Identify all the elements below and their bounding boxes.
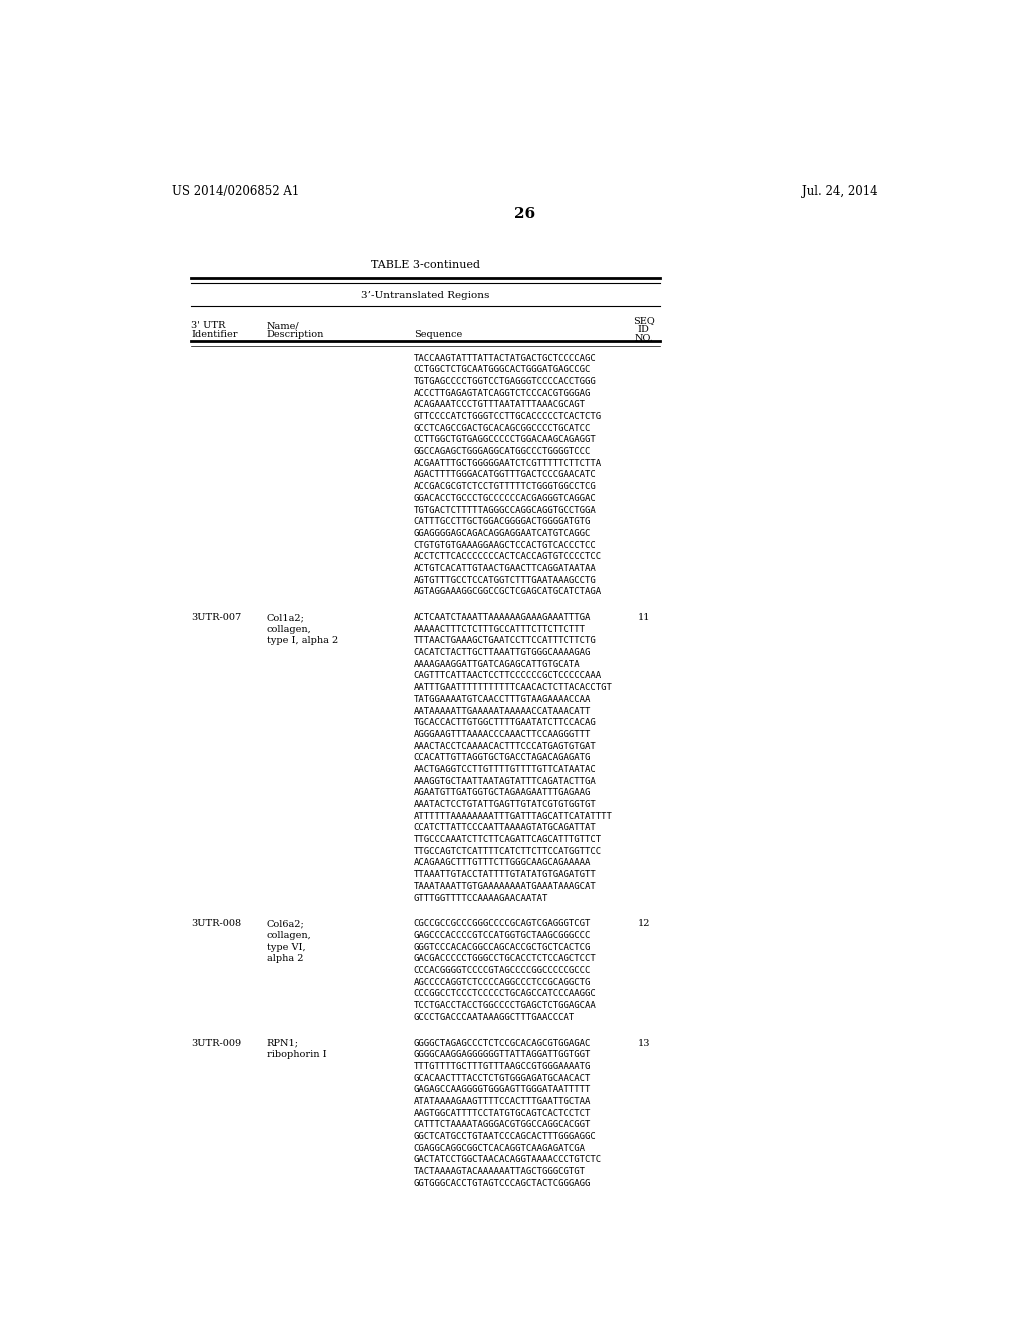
- Text: AAATACTCCTGTATTGAGTTGTATCGTGTGGTGT: AAATACTCCTGTATTGAGTTGTATCGTGTGGTGT: [414, 800, 596, 809]
- Text: AGACTTTTGGGACATGGTTTGACTCCCGAACATC: AGACTTTTGGGACATGGTTTGACTCCCGAACATC: [414, 470, 596, 479]
- Text: ID: ID: [638, 325, 650, 334]
- Text: CCACATTGTTAGGTGCTGACCTAGACAGAGATG: CCACATTGTTAGGTGCTGACCTAGACAGAGATG: [414, 754, 591, 762]
- Text: alpha 2: alpha 2: [267, 954, 303, 964]
- Text: CATTTCTAAAATAGGGACGTGGCCAGGCACGGT: CATTTCTAAAATAGGGACGTGGCCAGGCACGGT: [414, 1121, 591, 1130]
- Text: CCTGGCTCTGCAATGGGCACTGGGATGAGCCGC: CCTGGCTCTGCAATGGGCACTGGGATGAGCCGC: [414, 366, 591, 375]
- Text: RPN1;: RPN1;: [267, 1039, 299, 1048]
- Text: GCCCTGACCCAATAAAGGCTTTGAACCCAT: GCCCTGACCCAATAAAGGCTTTGAACCCAT: [414, 1012, 574, 1022]
- Text: type I, alpha 2: type I, alpha 2: [267, 636, 338, 645]
- Text: Description: Description: [267, 330, 325, 339]
- Text: TTAAATTGTACCTATTTTGTATATGTGAGATGTT: TTAAATTGTACCTATTTTGTATATGTGAGATGTT: [414, 870, 596, 879]
- Text: ACAGAAGCTTTGTTTCTTGGGCAAGCAGAAAAA: ACAGAAGCTTTGTTTCTTGGGCAAGCAGAAAAA: [414, 858, 591, 867]
- Text: TACTAAAAGTACAAAAAATTAGCTGGGCGTGT: TACTAAAAGTACAAAAAATTAGCTGGGCGTGT: [414, 1167, 586, 1176]
- Text: GCACAACTTTACCTCTGTGGGAGATGCAACACT: GCACAACTTTACCTCTGTGGGAGATGCAACACT: [414, 1073, 591, 1082]
- Text: Name/: Name/: [267, 321, 299, 330]
- Text: Identifier: Identifier: [191, 330, 238, 339]
- Text: US 2014/0206852 A1: US 2014/0206852 A1: [172, 185, 299, 198]
- Text: ACCTCTTCACCCCCCCACTCACCAGTGTCCCCTCC: ACCTCTTCACCCCCCCACTCACCAGTGTCCCCTCC: [414, 552, 602, 561]
- Text: collagen,: collagen,: [267, 931, 311, 940]
- Text: TCCTGACCTACCTGGCCCCTGAGCTCTGGAGCAA: TCCTGACCTACCTGGCCCCTGAGCTCTGGAGCAA: [414, 1001, 596, 1010]
- Text: CCCGGCCTCCCTCCCCCTGCAGCCATCCCAAGGC: CCCGGCCTCCCTCCCCCTGCAGCCATCCCAAGGC: [414, 990, 596, 998]
- Text: GGCCAGAGCTGGGAGGCATGGCCCTGGGGTCCC: GGCCAGAGCTGGGAGGCATGGCCCTGGGGTCCC: [414, 447, 591, 455]
- Text: AGGGAAGTTTAAAACCCAAACTTCCAAGGGTTT: AGGGAAGTTTAAAACCCAAACTTCCAAGGGTTT: [414, 730, 591, 739]
- Text: TTTAACTGAAAGCTGAATCCTTCCATTTCTTCTG: TTTAACTGAAAGCTGAATCCTTCCATTTCTTCTG: [414, 636, 596, 645]
- Text: AAAAACTTTCTCTTTGCCATTTCTTCTTCTTT: AAAAACTTTCTCTTTGCCATTTCTTCTTCTTT: [414, 624, 586, 634]
- Text: CCTTGGCTGTGAGGCCCCCTGGACAAGCAGAGGT: CCTTGGCTGTGAGGCCCCCTGGACAAGCAGAGGT: [414, 436, 596, 445]
- Text: CGAGGCAGGCGGCTCACAGGTCAAGAGATCGA: CGAGGCAGGCGGCTCACAGGTCAAGAGATCGA: [414, 1143, 586, 1152]
- Text: GGTGGGCACCTGTAGTCCCAGCTACTCGGGAGG: GGTGGGCACCTGTAGTCCCAGCTACTCGGGAGG: [414, 1179, 591, 1188]
- Text: TTGCCAGTCTCATTTTCATCTTCTTCCATGGTTCC: TTGCCAGTCTCATTTTCATCTTCTTCCATGGTTCC: [414, 847, 602, 855]
- Text: CACATCTACTTGCTTAAATTGTGGGCAAAAGAG: CACATCTACTTGCTTAAATTGTGGGCAAAAGAG: [414, 648, 591, 657]
- Text: type VI,: type VI,: [267, 942, 305, 952]
- Text: ACCCTTGAGAGTATCAGGTCTCCCACGTGGGAG: ACCCTTGAGAGTATCAGGTCTCCCACGTGGGAG: [414, 388, 591, 397]
- Text: TGCACCACTTGTGGCTTTTGAATATCTTCCACAG: TGCACCACTTGTGGCTTTTGAATATCTTCCACAG: [414, 718, 596, 727]
- Text: GGCTCATGCCTGTAATCCCAGCACTTTGGGAGGC: GGCTCATGCCTGTAATCCCAGCACTTTGGGAGGC: [414, 1133, 596, 1140]
- Text: TTTGTTTTGCTTTGTTTAAGCCGTGGGAAAATG: TTTGTTTTGCTTTGTTTAAGCCGTGGGAAAATG: [414, 1061, 591, 1071]
- Text: AATAAAAATTGAAAAATAAAAACCATAAACATT: AATAAAAATTGAAAAATAAAAACCATAAACATT: [414, 706, 591, 715]
- Text: 12: 12: [638, 919, 650, 928]
- Text: CATTTGCCTTGCTGGACGGGGACTGGGGATGTG: CATTTGCCTTGCTGGACGGGGACTGGGGATGTG: [414, 517, 591, 527]
- Text: 13: 13: [638, 1039, 650, 1048]
- Text: TACCAAGTATTTATTACTATGACTGCTCCCCAGC: TACCAAGTATTTATTACTATGACTGCTCCCCAGC: [414, 354, 596, 363]
- Text: GTTCCCCATCTGGGTCCTTGCACCCCCTCACTCTG: GTTCCCCATCTGGGTCCTTGCACCCCCTCACTCTG: [414, 412, 602, 421]
- Text: CCCACGGGGTCCCCGTAGCCCCGGCCCCCGCCC: CCCACGGGGTCCCCGTAGCCCCGGCCCCCGCCC: [414, 966, 591, 975]
- Text: GTTTGGTTTTCCAAAAGAACAATAT: GTTTGGTTTTCCAAAAGAACAATAT: [414, 894, 548, 903]
- Text: AAAGGTGCTAATTAATAGTATTTCAGATACTTGA: AAAGGTGCTAATTAATAGTATTTCAGATACTTGA: [414, 776, 596, 785]
- Text: GGGTCCCACACGGCCAGCACCGCTGCTCACTCG: GGGTCCCACACGGCCAGCACCGCTGCTCACTCG: [414, 942, 591, 952]
- Text: 3' UTR: 3' UTR: [191, 321, 226, 330]
- Text: collagen,: collagen,: [267, 624, 311, 634]
- Text: Jul. 24, 2014: Jul. 24, 2014: [803, 185, 878, 198]
- Text: ATTTTTTAAAAAAAATTTGATTTAGCATTCATATTTT: ATTTTTTAAAAAAAATTTGATTTAGCATTCATATTTT: [414, 812, 612, 821]
- Text: TAAATAAATTGTGAAAAAAAATGAAATAAAGCAT: TAAATAAATTGTGAAAAAAAATGAAATAAAGCAT: [414, 882, 596, 891]
- Text: ribophorin I: ribophorin I: [267, 1051, 327, 1059]
- Text: TGTGAGCCCCTGGTCCTGAGGGTCCCCACCTGGG: TGTGAGCCCCTGGTCCTGAGGGTCCCCACCTGGG: [414, 378, 596, 385]
- Text: CCATCTTATTCCCAATTAAAAGTATGCAGATTAT: CCATCTTATTCCCAATTAAAAGTATGCAGATTAT: [414, 824, 596, 833]
- Text: SEQ: SEQ: [633, 315, 654, 325]
- Text: AATTTGAATTTTTTTTTTTCAACACTCTTACACCTGT: AATTTGAATTTTTTTTTTTCAACACTCTTACACCTGT: [414, 684, 612, 692]
- Text: TTGCCCAAATCTTCTTCAGATTCAGCATTTGTTCT: TTGCCCAAATCTTCTTCAGATTCAGCATTTGTTCT: [414, 836, 602, 843]
- Text: GACTATCCTGGCTAACACAGGTAAAACCCTGTCTC: GACTATCCTGGCTAACACAGGTAAAACCCTGTCTC: [414, 1155, 602, 1164]
- Text: CAGTTTCATTAACTCCTTCCCCCCGCTCCCCCAAA: CAGTTTCATTAACTCCTTCCCCCCGCTCCCCCAAA: [414, 672, 602, 681]
- Text: GAGCCCACCCCGTCCATGGTGCTAAGCGGGCCC: GAGCCCACCCCGTCCATGGTGCTAAGCGGGCCC: [414, 931, 591, 940]
- Text: AAAAGAAGGATTGATCAGAGCATTGTGCATA: AAAAGAAGGATTGATCAGAGCATTGTGCATA: [414, 660, 581, 669]
- Text: ACCGACGCGTCTCCTGTTTTTCTGGGTGGCCTCG: ACCGACGCGTCTCCTGTTTTTCTGGGTGGCCTCG: [414, 482, 596, 491]
- Text: AAACTACCTCAAAACACTTTCCCATGAGTGTGAT: AAACTACCTCAAAACACTTTCCCATGAGTGTGAT: [414, 742, 596, 751]
- Text: AAGTGGCATTTTCCTATGTGCAGTCACTCCTCT: AAGTGGCATTTTCCTATGTGCAGTCACTCCTCT: [414, 1109, 591, 1118]
- Text: ACAGAAATCCCTGTTTAATATTTAAACGCAGT: ACAGAAATCCCTGTTTAATATTTAAACGCAGT: [414, 400, 586, 409]
- Text: GAGAGCCAAGGGGTGGGAGTTGGGATAATTTTT: GAGAGCCAAGGGGTGGGAGTTGGGATAATTTTT: [414, 1085, 591, 1094]
- Text: 3UTR-009: 3UTR-009: [191, 1039, 242, 1048]
- Text: 3’-Untranslated Regions: 3’-Untranslated Regions: [361, 290, 489, 300]
- Text: ACGAATTTGCTGGGGGAATCTCGTTTTTCTTCTTA: ACGAATTTGCTGGGGGAATCTCGTTTTTCTTCTTA: [414, 459, 602, 467]
- Text: AGCCCCAGGTCTCCCCAGGCCCTCCGCAGGCTG: AGCCCCAGGTCTCCCCAGGCCCTCCGCAGGCTG: [414, 978, 591, 987]
- Text: GGGGCTAGAGCCCTCTCCGCACAGCGTGGAGAC: GGGGCTAGAGCCCTCTCCGCACAGCGTGGAGAC: [414, 1039, 591, 1048]
- Text: Col6a2;: Col6a2;: [267, 919, 304, 928]
- Text: 11: 11: [638, 612, 650, 622]
- Text: AGTAGGAAAGGCGGCCGCTCGAGCATGCATCTAGA: AGTAGGAAAGGCGGCCGCTCGAGCATGCATCTAGA: [414, 587, 602, 597]
- Text: 3UTR-007: 3UTR-007: [191, 612, 242, 622]
- Text: ACTCAATCTAAATTAAAAAAGAAAGAAATTTGA: ACTCAATCTAAATTAAAAAAGAAAGAAATTTGA: [414, 612, 591, 622]
- Text: 26: 26: [514, 207, 536, 222]
- Text: NO.: NO.: [635, 334, 653, 343]
- Text: GGACACCTGCCCTGCCCCCCACGAGGGTCAGGAC: GGACACCTGCCCTGCCCCCCACGAGGGTCAGGAC: [414, 494, 596, 503]
- Text: ATATAAAAGAAGTTTTCCACTTTGAATTGCTAA: ATATAAAAGAAGTTTTCCACTTTGAATTGCTAA: [414, 1097, 591, 1106]
- Text: TATGGAAAATGTCAACCTTTGTAAGAAAACCAA: TATGGAAAATGTCAACCTTTGTAAGAAAACCAA: [414, 694, 591, 704]
- Text: ACTGTCACATTGTAACTGAACTTCAGGATAATAA: ACTGTCACATTGTAACTGAACTTCAGGATAATAA: [414, 564, 596, 573]
- Text: AGAATGTTGATGGTGCTAGAAGAATTTGAGAAG: AGAATGTTGATGGTGCTAGAAGAATTTGAGAAG: [414, 788, 591, 797]
- Text: GGGGCAAGGAGGGGGGTTATTAGGATTGGTGGT: GGGGCAAGGAGGGGGGTTATTAGGATTGGTGGT: [414, 1051, 591, 1059]
- Text: GACGACCCCCTGGGCCTGCACCTCTCCAGCTCCT: GACGACCCCCTGGGCCTGCACCTCTCCAGCTCCT: [414, 954, 596, 964]
- Text: 3UTR-008: 3UTR-008: [191, 919, 242, 928]
- Text: GCCTCAGCCGACTGCACAGCGGCCCCTGCATCC: GCCTCAGCCGACTGCACAGCGGCCCCTGCATCC: [414, 424, 591, 433]
- Text: TABLE 3-continued: TABLE 3-continued: [371, 260, 480, 271]
- Text: CTGTGTGTGAAAGGAAGCTCCACTGTCACCCTCC: CTGTGTGTGAAAGGAAGCTCCACTGTCACCCTCC: [414, 541, 596, 549]
- Text: Col1a2;: Col1a2;: [267, 612, 305, 622]
- Text: CGCCGCCGCCCGGGCCCCGCAGTCGAGGGTCGT: CGCCGCCGCCCGGGCCCCGCAGTCGAGGGTCGT: [414, 919, 591, 928]
- Text: Sequence: Sequence: [414, 330, 462, 339]
- Text: GGAGGGGAGCAGACAGGAGGAATCATGTCAGGC: GGAGGGGAGCAGACAGGAGGAATCATGTCAGGC: [414, 529, 591, 537]
- Text: TGTGACTCTTTTTAGGGCCAGGCAGGTGCCTGGA: TGTGACTCTTTTTAGGGCCAGGCAGGTGCCTGGA: [414, 506, 596, 515]
- Text: AGTGTTTGCCTCCATGGTCTTTGAATAAAGCCTG: AGTGTTTGCCTCCATGGTCTTTGAATAAAGCCTG: [414, 576, 596, 585]
- Text: AACTGAGGTCCTTGTTTTGTTTTGTTCATAATAC: AACTGAGGTCCTTGTTTTGTTTTGTTCATAATAC: [414, 766, 596, 774]
